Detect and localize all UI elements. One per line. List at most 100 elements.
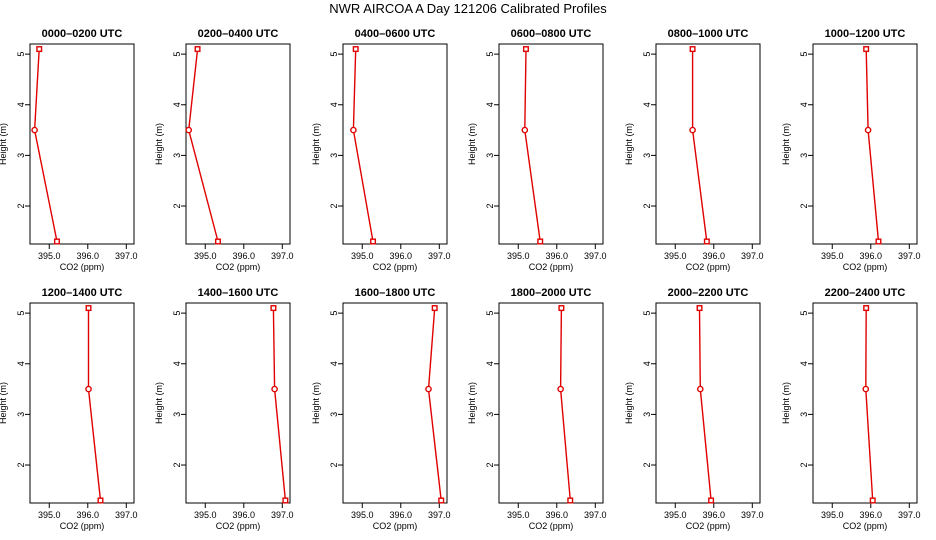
data-point (696, 385, 704, 393)
x-axis-label: CO2 (ppm) (843, 262, 888, 272)
x-axis-label: CO2 (ppm) (373, 521, 418, 531)
profile-line (352, 49, 374, 242)
data-point (522, 46, 529, 53)
data-point (31, 126, 38, 134)
panel-title: 1400–1600 UTC (198, 287, 279, 299)
x-tick-label: 397.0 (584, 510, 607, 520)
profile-line (698, 308, 712, 501)
data-point (270, 305, 277, 312)
y-tick-label: 4 (16, 361, 26, 366)
y-tick-label: 4 (329, 102, 339, 107)
profile-line (691, 49, 708, 242)
x-tick-label: 396.0 (860, 510, 883, 520)
y-tick-label: 4 (329, 361, 339, 366)
profile-line (272, 308, 287, 501)
y-tick-label: 4 (485, 102, 495, 107)
y-axis-label: Height (m) (624, 123, 634, 165)
y-tick-label: 5 (329, 52, 339, 57)
x-tick-label: 397.0 (741, 510, 764, 520)
y-tick-label: 2 (485, 463, 495, 468)
y-tick-label: 4 (642, 361, 652, 366)
data-point (708, 497, 715, 504)
y-tick-label: 2 (16, 204, 26, 209)
data-point (36, 46, 43, 53)
y-tick-label: 4 (642, 102, 652, 107)
y-tick-label: 2 (642, 463, 652, 468)
y-tick-label: 4 (172, 102, 182, 107)
x-tick-label: 395.0 (821, 510, 844, 520)
panel-frame (812, 302, 918, 504)
x-axis-label: CO2 (ppm) (686, 262, 731, 272)
x-tick-label: 396.0 (860, 251, 883, 261)
y-tick-label: 5 (172, 52, 182, 57)
y-axis-label: Height (m) (0, 382, 8, 424)
x-axis-label: CO2 (ppm) (373, 262, 418, 272)
y-tick-label: 5 (642, 52, 652, 57)
y-axis-label: Height (m) (781, 123, 791, 165)
panel-frame (185, 43, 291, 245)
data-point (194, 46, 201, 53)
x-axis-label: CO2 (ppm) (216, 521, 261, 531)
y-axis-label: Height (m) (467, 382, 477, 424)
panel-title: 1000–1200 UTC (825, 28, 906, 40)
y-tick-label: 3 (172, 412, 182, 417)
y-axis-label: Height (m) (311, 123, 321, 165)
data-point (431, 305, 438, 312)
x-tick-label: 396.0 (390, 251, 413, 261)
data-point (696, 305, 703, 312)
x-tick-label: 396.0 (77, 510, 100, 520)
profile-line (87, 308, 102, 501)
panel-frame (185, 302, 291, 504)
y-tick-label: 2 (799, 204, 809, 209)
profile-line (559, 308, 571, 501)
data-point (703, 238, 710, 245)
data-point (863, 305, 870, 312)
x-tick-label: 395.0 (507, 510, 530, 520)
panel-title: 0400–0600 UTC (355, 28, 436, 40)
y-tick-label: 3 (16, 412, 26, 417)
y-tick-label: 5 (485, 52, 495, 57)
y-tick-label: 3 (329, 412, 339, 417)
y-axis-label: Height (m) (0, 123, 8, 165)
y-tick-label: 5 (642, 311, 652, 316)
y-axis-label: Height (m) (154, 123, 164, 165)
x-tick-label: 395.0 (664, 251, 687, 261)
y-tick-label: 2 (172, 463, 182, 468)
x-axis-label: CO2 (ppm) (843, 521, 888, 531)
data-point (271, 385, 278, 393)
y-axis-label: Height (m) (311, 382, 321, 424)
profile-line (865, 49, 880, 242)
data-point (425, 385, 432, 393)
panel-frame (29, 302, 135, 504)
data-point (282, 497, 289, 504)
y-tick-label: 3 (799, 153, 809, 158)
profile-line (427, 308, 442, 501)
x-tick-label: 397.0 (584, 251, 607, 261)
x-tick-label: 396.0 (233, 251, 256, 261)
panel-frame (498, 302, 604, 504)
x-tick-label: 396.0 (77, 251, 100, 261)
x-tick-label: 396.0 (546, 251, 569, 261)
y-tick-label: 3 (799, 412, 809, 417)
panel-title: 1200–1400 UTC (42, 287, 123, 299)
data-point (537, 238, 544, 245)
data-point (689, 46, 696, 53)
panel-frame (655, 302, 761, 504)
panel-title: 2200–2400 UTC (825, 287, 906, 299)
y-tick-label: 2 (799, 463, 809, 468)
y-tick-label: 2 (172, 204, 182, 209)
x-axis-label: CO2 (ppm) (60, 262, 105, 272)
x-tick-label: 397.0 (741, 251, 764, 261)
y-tick-label: 4 (799, 102, 809, 107)
panel-title: 2000–2200 UTC (668, 287, 749, 299)
panel-title: 0200–0400 UTC (198, 28, 279, 40)
data-point (557, 385, 564, 393)
y-tick-label: 5 (16, 52, 26, 57)
y-tick-label: 2 (16, 463, 26, 468)
x-tick-label: 395.0 (507, 251, 530, 261)
data-point (864, 126, 872, 134)
x-tick-label: 395.0 (351, 251, 374, 261)
x-tick-label: 397.0 (898, 251, 921, 261)
